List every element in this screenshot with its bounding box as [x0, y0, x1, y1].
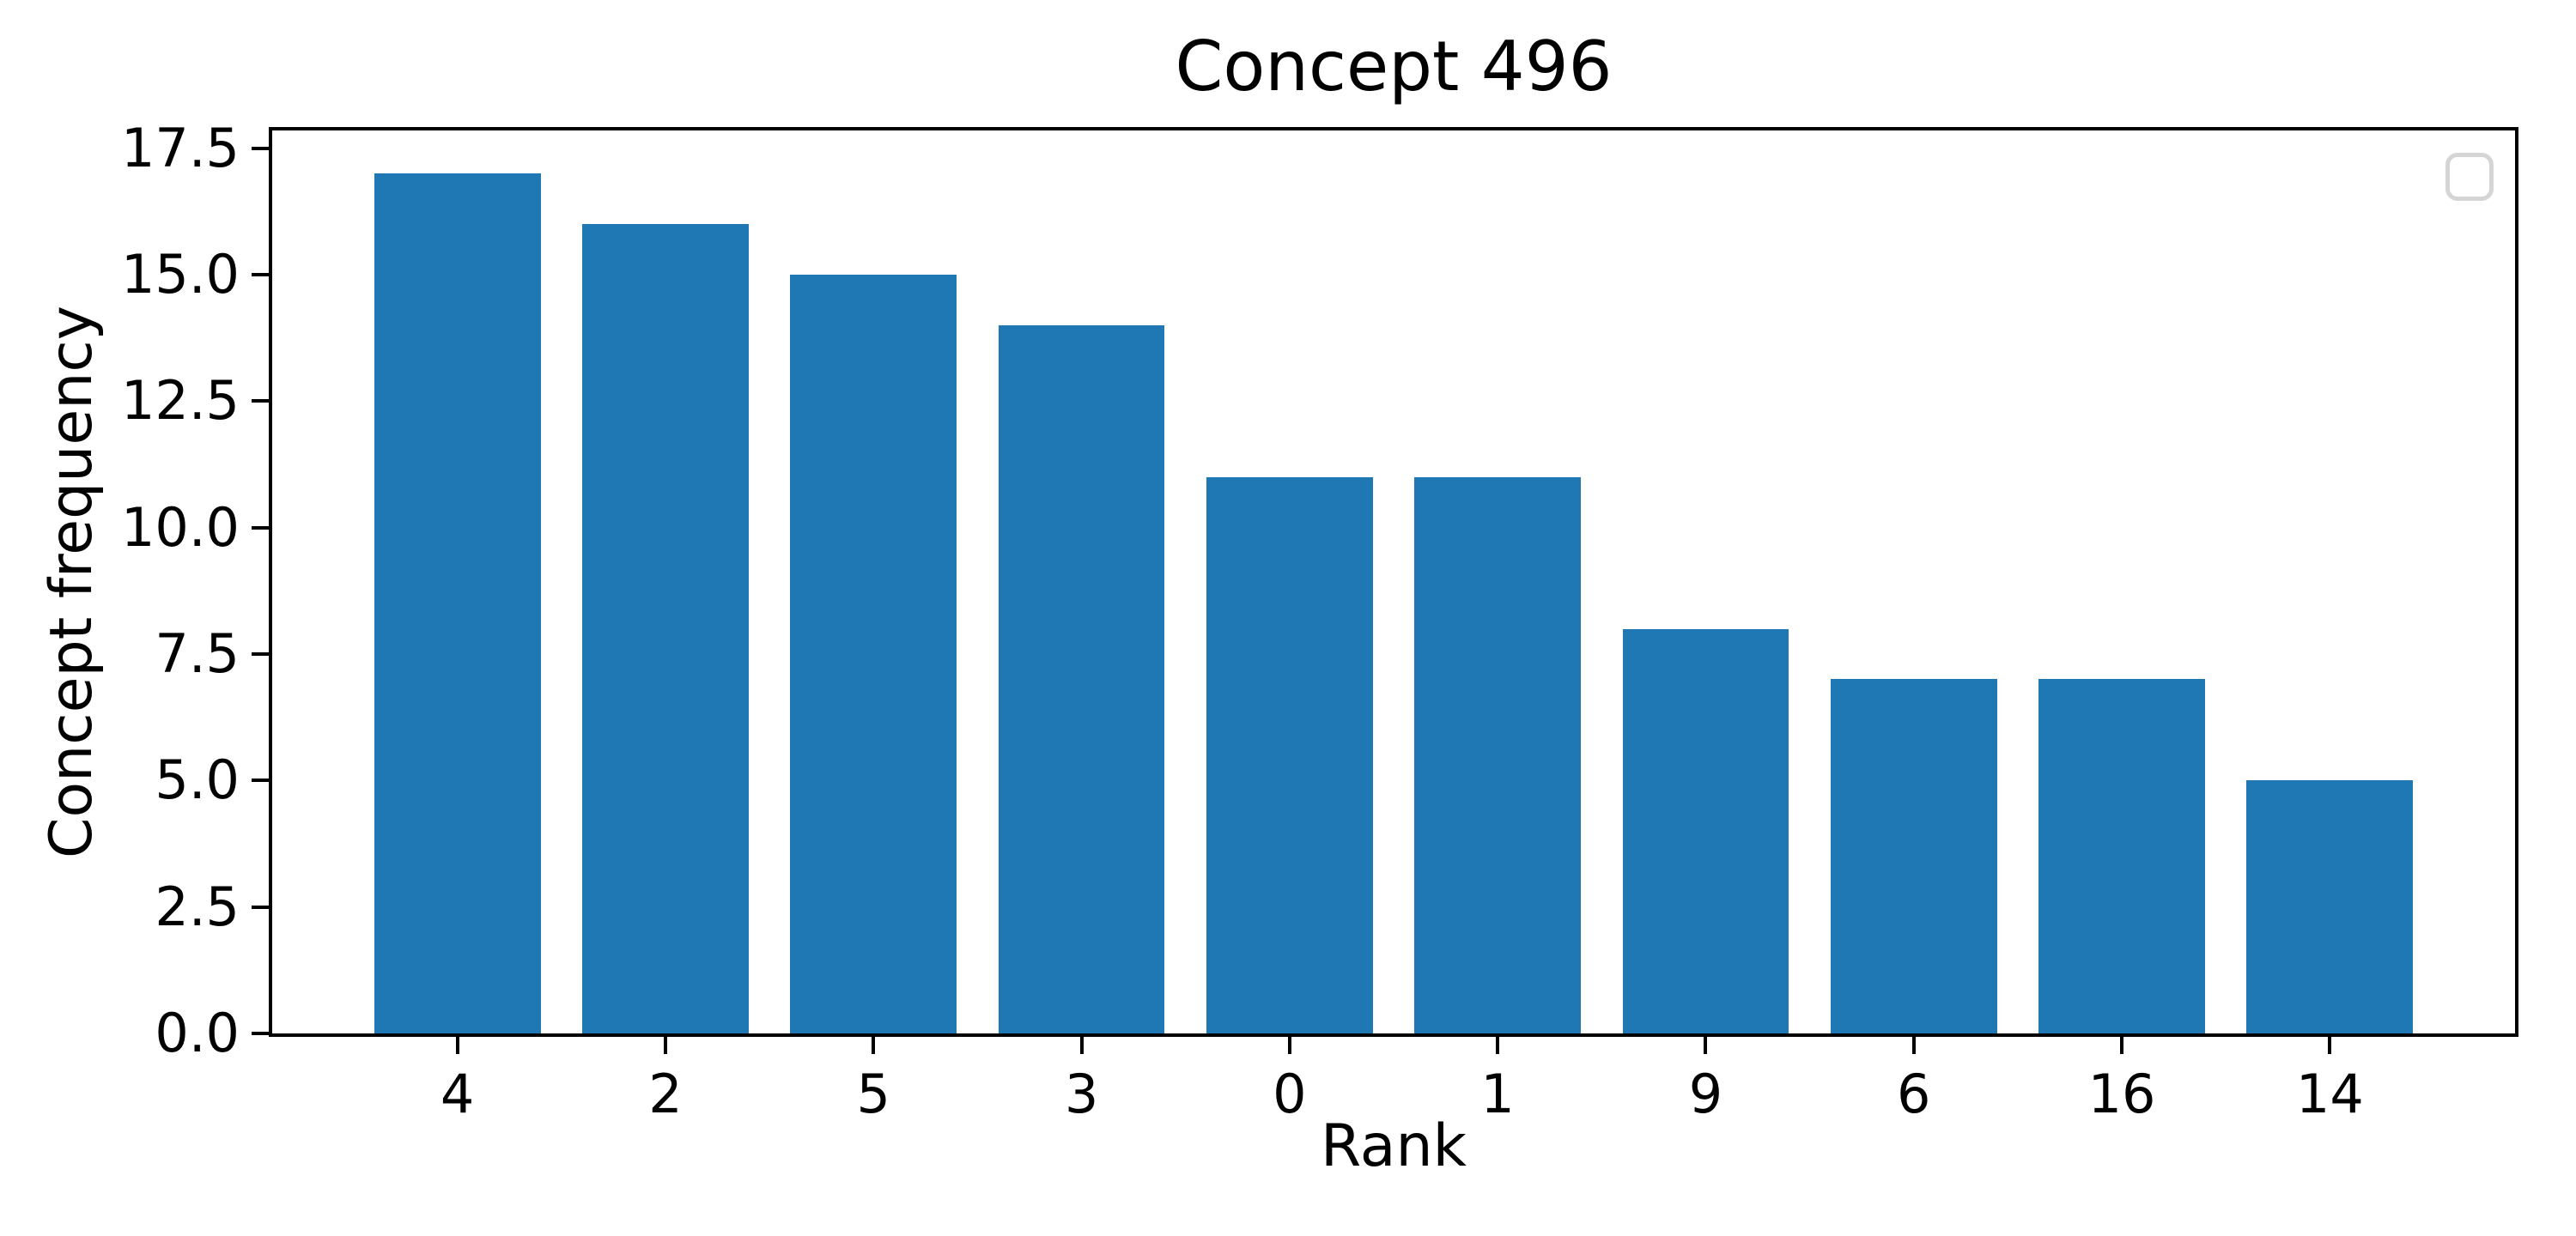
x-tick-label: 5	[856, 1063, 890, 1125]
x-axis-ticks: 4 2 5 3 0 1 9 6 16 14	[272, 1037, 2515, 1183]
bar-rank-2	[582, 224, 749, 1033]
x-tick-label: 14	[2295, 1063, 2364, 1125]
x-tick-mark	[1704, 1037, 1708, 1054]
bar-rank-6	[1830, 679, 1997, 1033]
x-tick-label: 0	[1273, 1063, 1307, 1125]
legend-box	[2445, 153, 2494, 201]
y-tick-label: 7.5	[155, 621, 240, 685]
y-tick-label: 0.0	[155, 1002, 240, 1064]
bar-rank-4	[374, 173, 541, 1033]
x-tick-mark	[1287, 1037, 1291, 1054]
x-tick-label: 1	[1480, 1063, 1515, 1125]
x-tick-mark	[1911, 1037, 1916, 1054]
y-tick-label: 10.0	[120, 495, 240, 559]
y-tick-mark	[252, 651, 269, 656]
bar-rank-0	[1206, 476, 1373, 1033]
bar-rank-9	[1622, 628, 1789, 1033]
x-tick-label: 9	[1688, 1063, 1723, 1125]
x-tick-label: 6	[1897, 1063, 1931, 1125]
x-tick-label: 4	[440, 1063, 475, 1125]
y-tick-mark	[252, 525, 269, 530]
bar-rank-1	[1414, 476, 1582, 1033]
y-tick-mark	[252, 399, 269, 403]
y-tick-label: 12.5	[120, 369, 240, 433]
plot-area	[269, 127, 2518, 1037]
x-tick-mark	[2120, 1037, 2124, 1054]
x-tick-mark	[2328, 1037, 2332, 1054]
y-tick-mark	[252, 779, 269, 783]
bar-rank-16	[2038, 679, 2205, 1033]
x-tick-label: 16	[2087, 1063, 2156, 1125]
x-tick-label: 3	[1064, 1063, 1099, 1125]
y-tick-mark	[252, 146, 269, 150]
y-tick-mark	[252, 272, 269, 276]
y-tick-mark	[252, 905, 269, 909]
bar-rank-5	[790, 274, 957, 1033]
bar-rank-3	[998, 324, 1165, 1033]
y-tick-label: 2.5	[155, 875, 240, 938]
chart-title: Concept 496	[1175, 27, 1613, 106]
bar-rank-14	[2246, 780, 2414, 1033]
x-tick-mark	[872, 1037, 876, 1054]
x-tick-label: 2	[648, 1063, 683, 1125]
y-tick-label: 5.0	[155, 748, 240, 812]
x-axis-label: Rank	[1321, 1112, 1467, 1180]
y-axis-ticks: 0.0 2.5 5.0 7.5 10.0 12.5 15.0 17.5	[0, 121, 269, 1060]
x-tick-mark	[663, 1037, 667, 1054]
y-tick-label: 17.5	[120, 116, 240, 179]
y-tick-mark	[252, 1032, 269, 1035]
y-tick-label: 15.0	[120, 242, 240, 306]
x-tick-mark	[1079, 1037, 1084, 1054]
x-tick-mark	[1496, 1037, 1500, 1054]
x-tick-mark	[455, 1037, 459, 1054]
